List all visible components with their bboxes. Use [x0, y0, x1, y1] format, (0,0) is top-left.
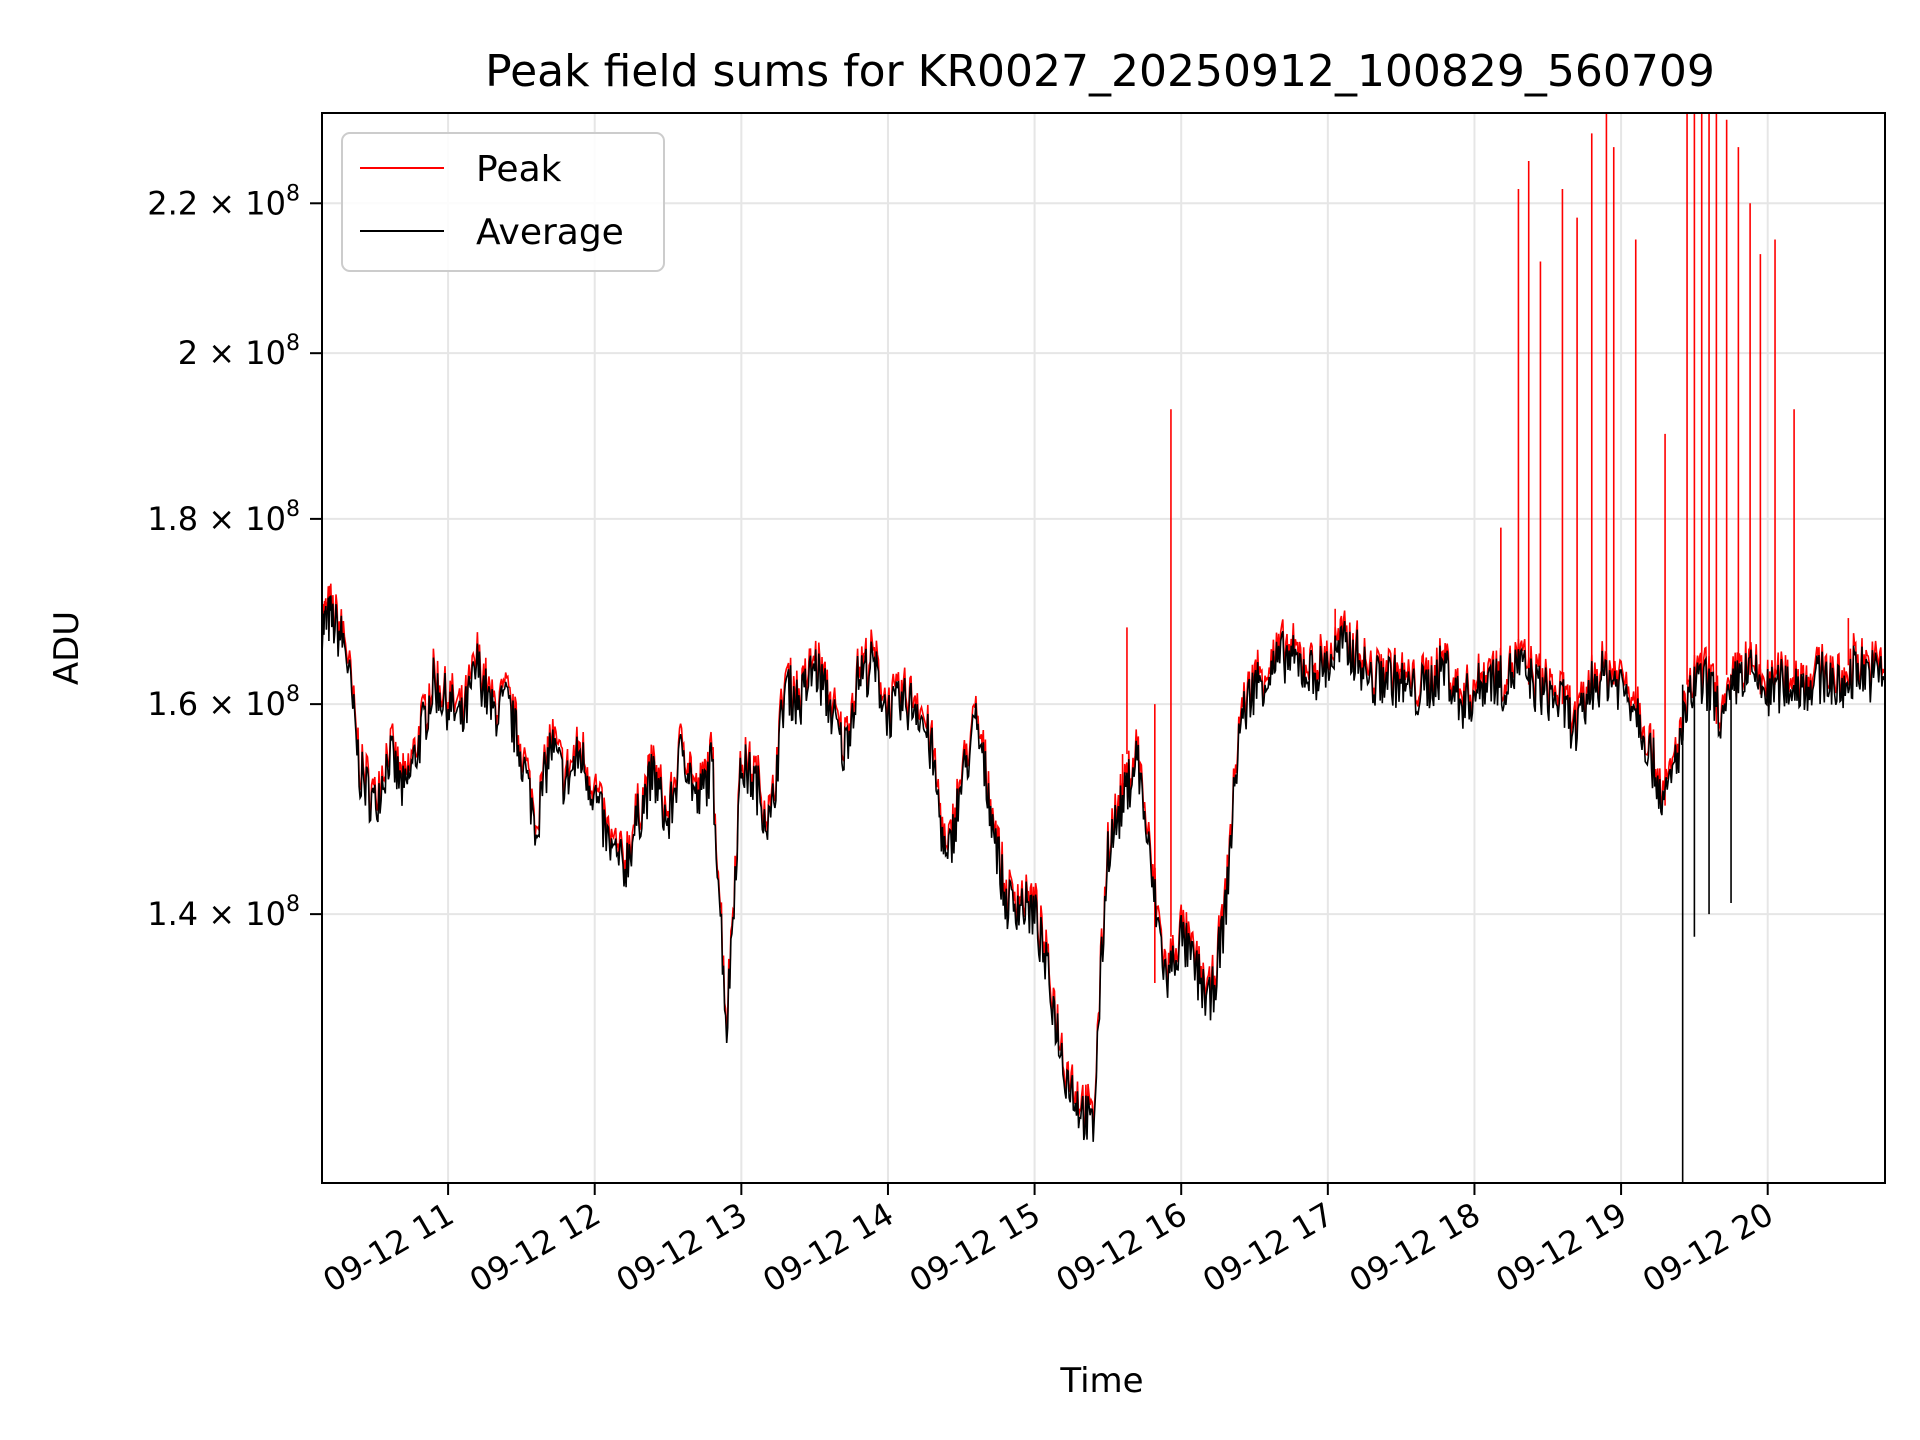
y-tick-label: 2.2 × 108 — [147, 181, 300, 222]
series-average — [322, 595, 1885, 1183]
y-tick-label: 1.8 × 108 — [147, 497, 300, 538]
legend-label-peak: Peak — [476, 149, 562, 190]
y-tick-label: 1.4 × 108 — [147, 892, 300, 933]
y-tick-label: 2 × 108 — [178, 331, 300, 372]
y-axis-label: ADU — [47, 611, 87, 685]
chart-title: Peak field sums for KR0027_20250912_1008… — [485, 46, 1715, 97]
legend: Peak Average — [341, 132, 665, 272]
legend-label-average: Average — [476, 212, 624, 253]
grid — [322, 113, 1885, 1183]
series-peak — [322, 113, 1885, 1134]
series-average-line — [322, 595, 1885, 1142]
y-tick-label: 1.6 × 108 — [147, 682, 300, 723]
y-axis: 1.4 × 108 1.6 × 108 1.8 × 108 2 × 108 2.2 × … — [147, 181, 322, 933]
plot-frame — [321, 112, 1886, 1184]
x-axis-label: Time — [1059, 1361, 1143, 1401]
